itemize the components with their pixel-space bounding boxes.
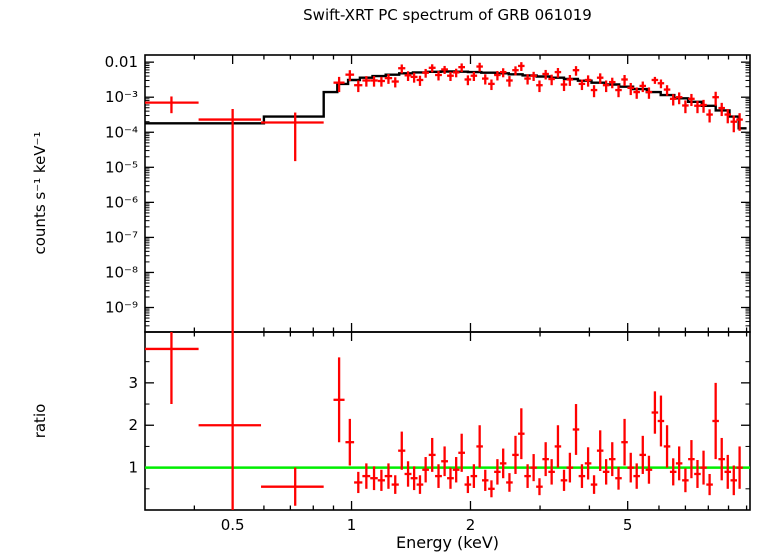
bottom-y-tick-labels: 1 2 3: [128, 374, 138, 477]
x-axis-ticks: [193, 55, 748, 510]
y-tick-label: 10⁻⁸: [105, 263, 138, 281]
x-axis-label: Energy (keV): [395, 533, 500, 552]
x-tick-labels: 0.5 1 2 5: [221, 516, 633, 534]
y-tick-label: 10⁻³: [105, 88, 138, 106]
y-tick-label: 10⁻⁴: [105, 123, 138, 141]
ratio-data-points: [145, 332, 743, 510]
top-panel-frame: [144, 54, 751, 333]
y-tick-label: 10⁻⁵: [105, 158, 138, 176]
y-tick-label: 0.01: [105, 53, 138, 71]
panel-frames: [144, 54, 751, 511]
bottom-panel-frame: [144, 331, 751, 511]
x-tick-label: 2: [466, 516, 476, 534]
y-tick-label: 10⁻⁷: [105, 228, 138, 246]
top-y-ticks: [145, 61, 750, 327]
x-tick-label: 0.5: [221, 516, 245, 534]
x-tick-label: 1: [347, 516, 357, 534]
y-tick-label: 1: [128, 459, 138, 477]
x-tick-label: 5: [623, 516, 633, 534]
top-y-tick-labels: 0.01 10⁻³ 10⁻⁴ 10⁻⁵ 10⁻⁶ 10⁻⁷ 10⁻⁸ 10⁻⁹: [105, 53, 138, 316]
y-tick-label: 10⁻⁹: [105, 299, 138, 317]
y-tick-label: 2: [128, 416, 138, 434]
y-tick-label: 3: [128, 374, 138, 392]
y-tick-label: 10⁻⁶: [105, 193, 138, 211]
plot-title: Swift-XRT PC spectrum of GRB 061019: [303, 6, 592, 24]
spectrum-data-points: [145, 62, 743, 332]
